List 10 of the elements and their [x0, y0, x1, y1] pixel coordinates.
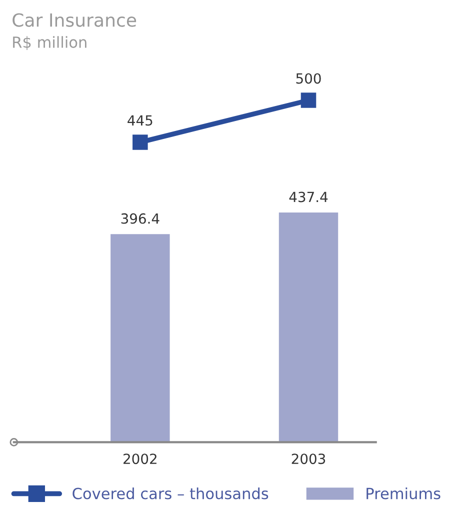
chart-subtitle: R$ million — [13, 36, 86, 50]
x-tick-label: 2002 — [124, 454, 156, 464]
data-label: 500 — [296, 73, 321, 84]
data-label: 437.4 — [289, 192, 328, 202]
legend-label: Premiums — [366, 487, 440, 500]
x-tick-label: 2003 — [292, 454, 326, 464]
data-label: 445 — [128, 115, 152, 126]
chart-title: Car Insurance — [12, 13, 136, 27]
legend-label: Covered cars – thousands — [72, 487, 268, 500]
data-label: 396.4 — [121, 213, 160, 224]
